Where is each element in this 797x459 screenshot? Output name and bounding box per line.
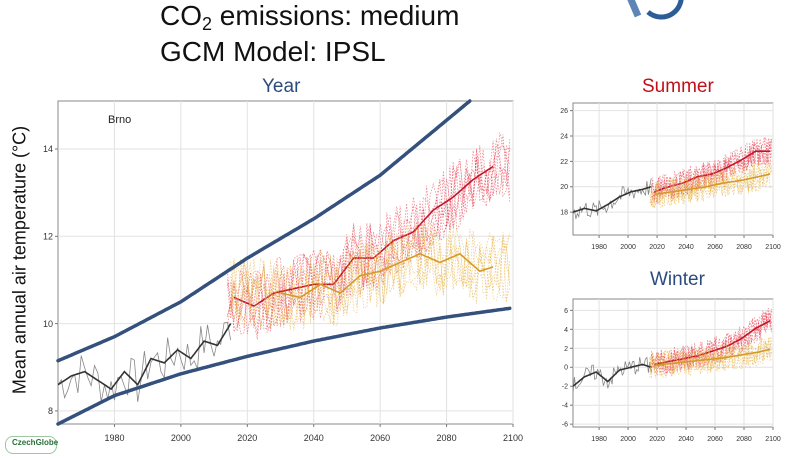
ensemble-member-line — [230, 225, 511, 327]
envelope-upper-line — [56, 99, 472, 363]
x-tick-label: 2000 — [620, 436, 636, 443]
ensemble-member-line — [230, 225, 511, 326]
ensemble-member-line — [230, 225, 511, 326]
plot-frame — [57, 100, 514, 425]
panel-winter: 1980 2000 2020 2040 2060 2080 2100 -6 -4 -2 0 2 4 6 — [562, 298, 781, 443]
panel-title-year: Year — [262, 76, 301, 97]
y-tick-label: 4 — [564, 327, 568, 334]
plot-area — [573, 307, 772, 394]
scenario-mean-line — [280, 252, 494, 299]
y-tick-label: 18 — [560, 210, 568, 217]
scenario-mean-line — [654, 320, 771, 366]
title-co-prefix: CO — [160, 0, 202, 31]
ensemble-member-line — [649, 163, 772, 209]
panel-title-summer: Summer — [642, 76, 714, 97]
observed-smooth-line — [573, 186, 652, 213]
x-tick-label: 2000 — [171, 433, 191, 443]
ensemble-member-line — [649, 339, 772, 375]
scenario-mean-line — [654, 173, 771, 196]
x-tick-label: 2060 — [370, 433, 390, 443]
x-tick-label: 2080 — [736, 244, 752, 251]
ensemble-member-line — [227, 134, 511, 340]
panel-title-winter: Winter — [650, 269, 705, 290]
x-tick-label: 2080 — [736, 436, 752, 443]
observed-raw-line — [573, 178, 652, 220]
x-tick-label: 2060 — [707, 436, 723, 443]
x-tick-label: 2020 — [649, 436, 665, 443]
plot-area — [58, 132, 511, 402]
observed-raw-line — [573, 356, 652, 394]
x-tick-label: 2040 — [678, 244, 694, 251]
observed-raw-line — [58, 321, 232, 402]
x-tick-label: 1980 — [591, 436, 607, 443]
partner-logo-arc-icon — [627, 0, 684, 20]
x-tick-label: 1980 — [591, 244, 607, 251]
x-tick-label: 2040 — [304, 433, 324, 443]
scenario-mean-line — [654, 348, 771, 367]
y-tick-label: 6 — [564, 308, 568, 315]
ensemble-member-line — [227, 156, 511, 332]
ensemble-member-line — [650, 137, 772, 206]
ensemble-member-line — [649, 337, 772, 379]
y-tick-label: 10 — [43, 319, 53, 329]
ensemble-member-line — [227, 132, 510, 335]
y-tick-label: -4 — [562, 403, 568, 410]
ensemble-member-line — [230, 223, 511, 327]
y-tick-label: 20 — [560, 184, 568, 191]
envelope-lower-line — [56, 306, 512, 426]
x-tick-label: 2100 — [765, 436, 781, 443]
y-tick-label: 12 — [43, 231, 53, 241]
ensemble-member-line — [230, 222, 511, 331]
plot-frame — [572, 102, 774, 236]
y-tick-label: 22 — [560, 159, 568, 166]
ensemble-member-line — [649, 336, 772, 379]
y-tick-label: -6 — [562, 422, 568, 429]
x-tick-label: 2020 — [649, 244, 665, 251]
x-tick-label: 1980 — [104, 433, 124, 443]
panel-year: 1980 2000 2020 2040 2060 2080 2100 8 10 12 14 Brno — [43, 99, 523, 443]
x-tick-label: 2060 — [707, 244, 723, 251]
observed-smooth-line — [573, 363, 652, 387]
ensemble-member-line — [649, 338, 772, 377]
x-tick-label: 2080 — [437, 433, 457, 443]
title-line-model: GCM Model: IPSL — [160, 36, 386, 67]
x-tick-label: 2100 — [765, 244, 781, 251]
ensemble-member-line — [650, 310, 772, 375]
title-emissions-suffix: emissions: medium — [212, 0, 460, 31]
title-line-emissions: CO2 emissions: medium — [160, 0, 459, 35]
ensemble-member-line — [649, 161, 772, 209]
y-tick-label: 24 — [560, 133, 568, 140]
x-tick-label: 2020 — [237, 433, 257, 443]
panel-summer: 1980 2000 2020 2040 2060 2080 2100 18 20 22 24 26 — [560, 102, 781, 251]
ensemble-member-line — [650, 309, 772, 376]
y-tick-label: 0 — [564, 365, 568, 372]
ensemble-member-line — [227, 144, 511, 333]
ensemble-member-line — [227, 138, 511, 335]
x-tick-label: 2100 — [503, 433, 523, 443]
czechglobe-logo-text: CzechGlobe — [12, 438, 59, 447]
ensemble-member-line — [649, 162, 772, 205]
observed-smooth-line — [58, 323, 232, 391]
y-tick-label: 26 — [560, 108, 568, 115]
ensemble-member-line — [227, 140, 511, 332]
czechglobe-logo-icon — [5, 436, 57, 454]
y-tick-label: 2 — [564, 346, 568, 353]
x-tick-label: 2000 — [620, 244, 636, 251]
x-tick-label: 2040 — [678, 436, 694, 443]
y-tick-label: 8 — [48, 406, 53, 416]
plot-area — [573, 137, 772, 220]
ensemble-member-line — [649, 165, 772, 209]
ensemble-member-line — [230, 226, 511, 330]
y-tick-label: 14 — [43, 144, 53, 154]
station-annotation: Brno — [108, 114, 131, 126]
ensemble-member-line — [650, 311, 772, 377]
scenario-mean-line — [233, 165, 494, 307]
title-co-subscript: 2 — [202, 14, 213, 34]
y-tick-label: -2 — [562, 384, 568, 391]
